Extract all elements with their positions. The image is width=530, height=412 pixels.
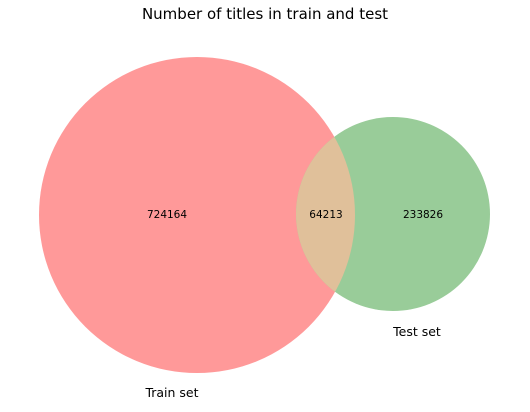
intersection-count: 64213: [309, 209, 342, 221]
train-set-label: Train set: [144, 385, 198, 400]
train-only-count: 724164: [147, 209, 187, 221]
test-set-label: Test set: [392, 324, 441, 339]
chart-title: Number of titles in train and test: [142, 5, 388, 23]
train-set-circle: [39, 57, 355, 373]
test-only-count: 233826: [403, 209, 443, 221]
intersection-region: [296, 117, 355, 311]
